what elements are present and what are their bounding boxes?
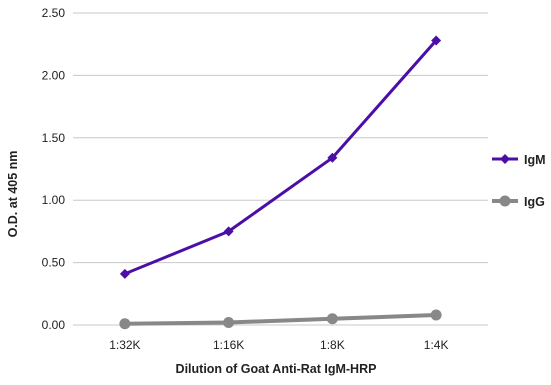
series-line-igm [123,39,438,276]
x-axis-title: Dilution of Goat Anti-Rat IgM-HRP [176,362,377,376]
x-tick-label: 1:8K [320,338,345,352]
x-tick-label: 1:16K [213,338,244,352]
data-point [119,268,130,279]
legend-label: IgG [524,195,545,209]
y-tick-label: 1.00 [42,193,66,207]
data-point [119,318,131,330]
series-igg [119,309,442,330]
legend-marker [499,195,511,207]
data-point [327,152,338,163]
x-tick-label: 1:32K [109,338,140,352]
legend-item-igm: IgM [492,153,546,167]
y-tick-label: 1.50 [42,131,66,145]
gridlines [73,12,488,326]
data-point [326,313,338,325]
x-axis-ticks: 1:32K 1:16K 1:8K 1:4K [109,338,448,352]
data-point [430,309,442,321]
legend: IgM IgG [492,153,546,209]
legend-marker [500,154,510,164]
x-tick-label: 1:4K [424,338,449,352]
y-tick-label: 2.00 [42,68,66,82]
y-tick-label: 0.50 [42,256,66,270]
y-tick-label: 2.50 [42,6,66,20]
series-layer [119,35,442,330]
legend-label: IgM [524,153,546,167]
y-axis-ticks: 0.00 0.50 1.00 1.50 2.00 2.50 [42,6,66,332]
data-point [223,226,234,237]
data-point [431,35,442,46]
series-line-igg [122,313,439,326]
series-igm [119,35,442,279]
y-axis-title: O.D. at 405 nm [6,151,20,238]
y-tick-label: 0.00 [42,318,66,332]
legend-item-igg: IgG [492,195,545,209]
data-point [223,317,235,329]
